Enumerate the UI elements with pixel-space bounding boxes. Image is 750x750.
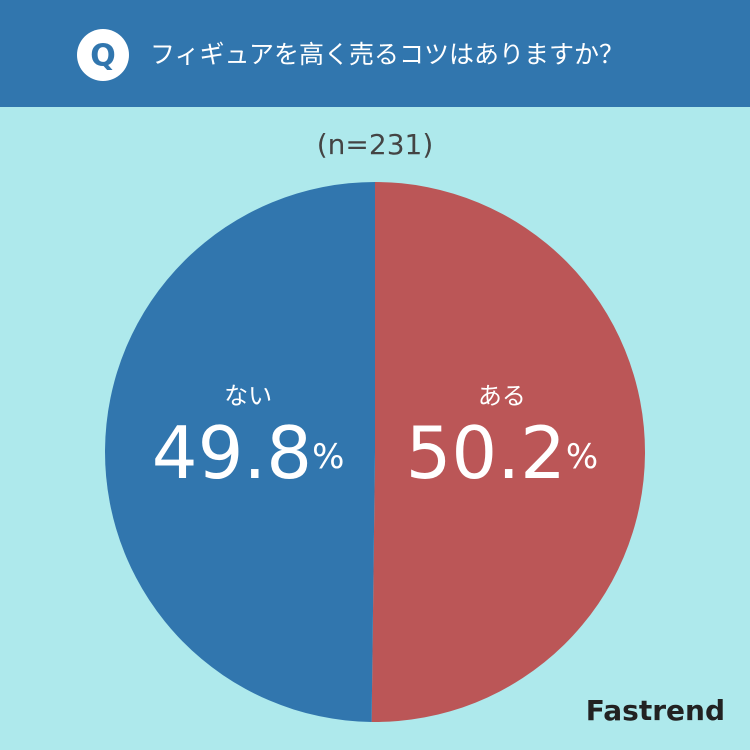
value-label: 49.8% — [152, 411, 345, 495]
pie-slice — [105, 182, 375, 722]
category-label: ない — [224, 382, 272, 410]
brand: Fastrend — [586, 694, 725, 727]
badge-circle — [77, 29, 129, 81]
pie-slice — [371, 182, 646, 723]
badge: Q — [90, 39, 116, 74]
subtitle: (n=231) — [317, 128, 434, 161]
chart-title: フィギュアを高く売るコツはありますか？ — [150, 40, 624, 69]
category-label: ある — [478, 382, 526, 410]
value-label: 50.2% — [406, 411, 599, 495]
